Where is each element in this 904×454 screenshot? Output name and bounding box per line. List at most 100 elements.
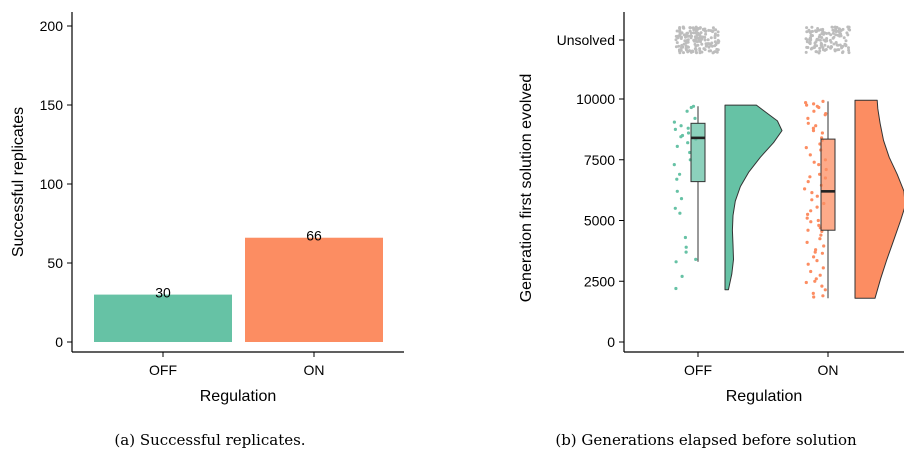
unsolved-point-off <box>684 44 688 48</box>
unsolved-point-on <box>804 50 808 54</box>
solution-point-on <box>814 248 818 252</box>
solution-point-on <box>809 220 813 224</box>
solution-point-on <box>818 172 822 176</box>
solution-point-on <box>819 233 823 237</box>
unsolved-point-off <box>692 31 696 35</box>
unsolved-point-off <box>685 39 689 43</box>
unsolved-point-off <box>678 29 682 33</box>
solution-point-on <box>808 153 812 157</box>
unsolved-point-on <box>818 49 822 53</box>
solution-point-on <box>813 279 817 283</box>
unsolved-point-off <box>707 49 711 53</box>
unsolved-point-on <box>840 46 844 50</box>
unsolved-point-on <box>814 50 818 54</box>
unsolved-point-on <box>818 38 822 42</box>
unsolved-point-on <box>847 51 851 55</box>
unsolved-point-off <box>701 35 705 39</box>
unsolved-point-on <box>809 30 813 34</box>
solution-point-on <box>810 191 814 195</box>
unsolved-point-on <box>836 29 840 33</box>
solution-point-off <box>679 124 683 128</box>
unsolved-point-off <box>706 42 709 46</box>
solution-point-on <box>806 228 810 232</box>
solution-point-off <box>694 257 698 261</box>
solution-point-off <box>686 131 691 135</box>
unsolved-point-off <box>713 34 717 38</box>
unsolved-point-off <box>684 35 687 39</box>
unsolved-point-on <box>834 28 838 31</box>
bar-x-tick-label: OFF <box>149 362 177 378</box>
rain-y-tick-label: 10000 <box>576 91 615 107</box>
unsolved-point-off <box>710 41 714 45</box>
unsolved-point-off <box>714 28 718 32</box>
unsolved-point-off <box>716 30 720 34</box>
unsolved-point-off <box>680 35 683 39</box>
unsolved-point-off <box>700 42 704 46</box>
solution-point-on <box>812 109 816 113</box>
unsolved-point-off <box>713 44 717 48</box>
rain-x-tick-label: ON <box>818 362 839 378</box>
solution-point-on <box>821 266 825 270</box>
solution-point-off <box>679 135 683 139</box>
solution-point-on <box>805 240 809 244</box>
unsolved-point-on <box>807 28 811 32</box>
solution-point-on <box>806 116 810 120</box>
solution-point-on <box>815 259 819 263</box>
solution-point-on <box>824 112 828 116</box>
unsolved-point-off <box>716 38 720 42</box>
bar-value-label: 30 <box>155 285 171 301</box>
unsolved-point-on <box>820 42 824 46</box>
unsolved-point-on <box>822 32 825 36</box>
solution-point-on <box>810 198 814 202</box>
unsolved-point-on <box>805 26 809 30</box>
solution-point-on <box>815 205 819 209</box>
unsolved-point-off <box>695 33 699 37</box>
solution-point-on <box>809 269 813 274</box>
solution-point-on <box>813 250 817 254</box>
unsolved-point-on <box>833 48 837 52</box>
unsolved-point-on <box>818 33 822 37</box>
bar-x-tick-label: ON <box>304 362 325 378</box>
solution-point-on <box>820 131 825 135</box>
solution-point-on <box>814 277 818 281</box>
unsolved-point-off <box>716 48 720 52</box>
solution-point-on <box>804 101 808 105</box>
unsolved-point-off <box>675 29 679 33</box>
unsolved-point-on <box>830 25 834 29</box>
unsolved-point-on <box>842 36 846 40</box>
solution-point-on <box>806 121 810 125</box>
solution-point-on <box>808 175 812 179</box>
bar-value-label: 66 <box>306 228 322 244</box>
unsolved-point-on <box>839 29 843 32</box>
unsolved-point-off <box>696 27 700 31</box>
solution-point-on <box>811 291 815 295</box>
bar-off <box>94 294 232 342</box>
solution-point-off <box>686 141 690 145</box>
unsolved-point-on <box>818 46 822 50</box>
bar-y-tick-label: 50 <box>47 255 63 271</box>
bar-y-tick-label: 200 <box>40 18 64 34</box>
unsolved-point-off <box>716 41 720 45</box>
unsolved-point-off <box>689 34 693 38</box>
solution-point-off <box>673 127 678 131</box>
solution-point-on <box>805 103 809 107</box>
unsolved-point-off <box>706 38 710 42</box>
unsolved-point-on <box>805 30 809 34</box>
box-off <box>690 122 706 183</box>
solution-point-off <box>678 172 682 176</box>
solution-point-on <box>815 194 819 198</box>
unsolved-point-off <box>709 36 713 40</box>
unsolved-point-off <box>680 31 684 35</box>
unsolved-point-on <box>825 37 829 40</box>
solution-point-on <box>805 216 809 220</box>
unsolved-point-off <box>682 33 686 37</box>
unsolved-point-on <box>834 41 838 44</box>
solution-point-off <box>674 286 678 291</box>
solution-point-on <box>822 244 826 248</box>
bar-y-tick-label: 0 <box>55 334 63 350</box>
unsolved-point-on <box>815 38 819 42</box>
solution-point-on <box>816 218 820 223</box>
solution-point-off <box>686 126 690 130</box>
unsolved-point-off <box>715 50 719 54</box>
